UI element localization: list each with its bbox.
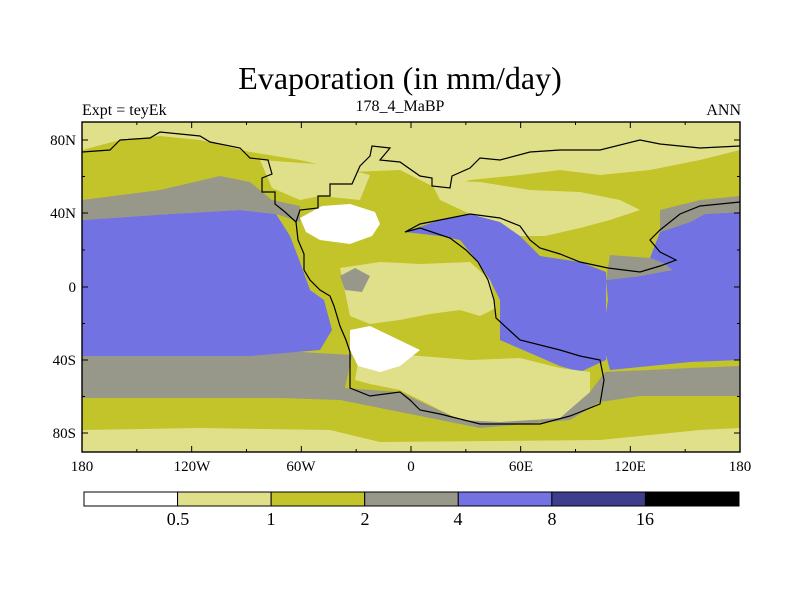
gondwana-light-zone [340, 262, 496, 324]
colorbar-swatch [270, 491, 366, 507]
lat-tick-label: 80N [50, 133, 76, 149]
north-gray-belt [82, 176, 300, 222]
tethys-coastline [404, 201, 740, 273]
south-gondwana-light [355, 352, 590, 422]
lon-tick-label: 180 [71, 459, 94, 475]
colorbar-label: 4 [454, 509, 463, 529]
lat-tick-label: 40N [50, 206, 76, 222]
period-label: 178_4_MaBP [355, 98, 445, 115]
southern-gray-edge [82, 380, 345, 398]
south-desert-white [350, 326, 420, 372]
colorbar-labels: 0.5 1 2 4 8 16 [167, 509, 654, 529]
lat-tick-label: 80S [53, 426, 76, 442]
southern-gray-belt [82, 352, 740, 428]
lon-tick-label: 120E [614, 459, 646, 475]
colorbar-swatch [364, 491, 459, 507]
lon-tick-label: 180 [729, 459, 752, 475]
lon-tick-label: 120W [174, 459, 212, 475]
evaporation-field [82, 122, 740, 452]
colorbar-swatch [457, 491, 553, 507]
map-title: Evaporation (in mm/day) [238, 60, 562, 96]
na-light-zone [260, 160, 370, 200]
lon-tick-label: 60E [509, 459, 533, 475]
northern-coastline [82, 131, 740, 224]
east-gray-patch [606, 255, 672, 280]
south-polar-band [82, 428, 740, 452]
colorbar-swatch [177, 491, 272, 507]
tethys-blue-zone [405, 214, 606, 372]
longitude-axis: 180 120W 60W 0 60E 120E 180 [71, 459, 752, 475]
lat-tick-label: 0 [69, 280, 77, 296]
colorbar-swatch [644, 491, 740, 507]
north-polar-band [82, 122, 740, 190]
lon-tick-label: 0 [407, 459, 415, 475]
coastlines [82, 131, 740, 425]
axis-ticks [81, 122, 741, 452]
colorbar [83, 491, 740, 507]
latitude-axis: 80N 40N 0 40S 80S [50, 133, 76, 442]
colorbar-label: 8 [548, 509, 557, 529]
equator-strip [82, 282, 305, 292]
colorbar-label: 0.5 [167, 509, 190, 529]
lat-tick-label: 40S [53, 353, 76, 369]
colorbar-swatch [83, 491, 179, 507]
colorbar-label: 1 [267, 509, 276, 529]
experiment-label: Expt = teyEk [82, 102, 167, 119]
asia-light-zone [430, 180, 640, 236]
gondwana-coastline [295, 221, 605, 425]
colorbar-label: 16 [636, 509, 654, 529]
ne-gray-belt [660, 196, 740, 232]
season-label: ANN [706, 102, 741, 119]
lon-tick-label: 60W [286, 459, 316, 475]
colorbar-label: 2 [361, 509, 370, 529]
colorbar-swatch [551, 491, 646, 507]
east-pacific-blue-zone [602, 212, 740, 370]
interior-gray-patch [340, 268, 370, 292]
north-desert-white [300, 204, 380, 244]
